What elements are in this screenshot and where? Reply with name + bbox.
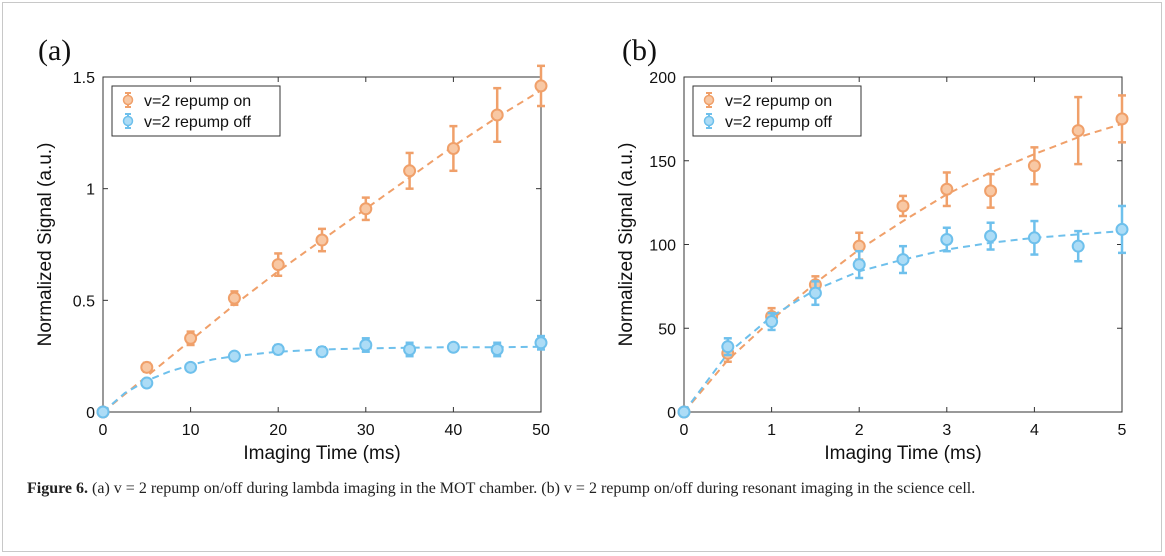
data-point	[446, 340, 460, 354]
data-point	[852, 258, 866, 272]
legend-label: v=2 repump on	[725, 93, 832, 110]
legend-label: v=2 repump off	[144, 114, 251, 131]
y-tick-label: 200	[649, 70, 676, 87]
legend-box	[111, 85, 281, 137]
legend-box	[692, 85, 862, 137]
data-point	[315, 345, 329, 359]
data-point	[1071, 239, 1085, 253]
data-point	[140, 360, 154, 374]
y-tick-label: 1.5	[73, 70, 95, 87]
legend: v=2 repump on v=2 repump off	[111, 85, 281, 137]
fit-line	[683, 230, 1123, 413]
y-tick-label: 50	[658, 321, 676, 338]
y-tick-label: 0	[86, 405, 95, 422]
legend-label: v=2 repump off	[725, 114, 832, 131]
y-tick-label: 150	[649, 154, 676, 171]
data-point	[227, 349, 241, 363]
x-tick-label: 5	[1118, 422, 1127, 439]
plot-area-box	[102, 76, 542, 413]
series-repump-off	[677, 204, 1129, 419]
fit-line	[102, 345, 542, 413]
y-tick-label: 0	[667, 405, 676, 422]
data-point	[359, 202, 373, 216]
caption-label: Figure 6.	[27, 480, 89, 497]
data-point	[534, 79, 548, 93]
legend-marker	[122, 115, 134, 127]
data-point	[984, 184, 998, 198]
y-tick-label: 0.5	[73, 293, 95, 310]
x-tick-label: 10	[182, 422, 200, 439]
data-point	[1027, 159, 1041, 173]
legend-label: v=2 repump on	[144, 93, 251, 110]
figure-caption: Figure 6. (a) v = 2 repump on/off during…	[27, 478, 1127, 500]
fit-line	[683, 122, 1123, 413]
data-point	[765, 315, 779, 329]
legend: v=2 repump on v=2 repump off	[692, 85, 862, 137]
legend-marker	[122, 94, 134, 106]
data-point	[227, 291, 241, 305]
data-point	[1115, 112, 1129, 126]
y-axis-label: Normalized Signal (a.u.)	[616, 143, 637, 347]
x-axis-label: Imaging Time (ms)	[243, 443, 400, 464]
data-point	[896, 253, 910, 267]
x-tick-label: 50	[532, 422, 550, 439]
data-point	[721, 340, 735, 354]
data-point	[534, 336, 548, 350]
data-point	[1027, 231, 1041, 245]
data-point	[140, 376, 154, 390]
data-point	[940, 232, 954, 246]
legend-marker	[703, 94, 715, 106]
data-point	[808, 286, 822, 300]
panel-label: (a)	[38, 34, 71, 67]
data-point	[896, 199, 910, 213]
data-point	[490, 342, 504, 356]
chart-panel-a: (a) 0 10 20 30 40 50 0 0.5 1 1.5 Imaging Time (ms) N…	[35, 34, 550, 464]
x-tick-label: 3	[942, 422, 951, 439]
data-point	[271, 342, 285, 356]
data-point	[1071, 124, 1085, 138]
x-tick-label: 0	[680, 422, 689, 439]
x-tick-label: 4	[1030, 422, 1039, 439]
data-point	[984, 229, 998, 243]
data-point	[96, 405, 110, 419]
data-point	[403, 342, 417, 356]
data-point	[315, 233, 329, 247]
y-tick-label: 1	[86, 182, 95, 199]
data-point	[359, 338, 373, 352]
legend-marker	[703, 115, 715, 127]
data-point	[490, 108, 504, 122]
caption-text: (a) v = 2 repump on/off during lambda im…	[92, 480, 976, 497]
x-tick-label: 2	[855, 422, 864, 439]
x-tick-label: 1	[767, 422, 776, 439]
data-point	[271, 258, 285, 272]
data-point	[677, 405, 691, 419]
x-tick-label: 20	[269, 422, 287, 439]
data-point	[403, 164, 417, 178]
y-tick-label: 100	[649, 238, 676, 255]
data-point	[446, 141, 460, 155]
data-point	[184, 360, 198, 374]
data-point	[184, 331, 198, 345]
data-point	[1115, 222, 1129, 236]
x-tick-label: 30	[357, 422, 375, 439]
panel-label: (b)	[622, 34, 657, 67]
data-point	[940, 182, 954, 196]
x-axis-label: Imaging Time (ms)	[824, 443, 981, 464]
x-tick-label: 40	[445, 422, 463, 439]
x-tick-label: 0	[99, 422, 108, 439]
y-axis-label: Normalized Signal (a.u.)	[35, 143, 56, 347]
series-repump-off	[96, 334, 548, 419]
